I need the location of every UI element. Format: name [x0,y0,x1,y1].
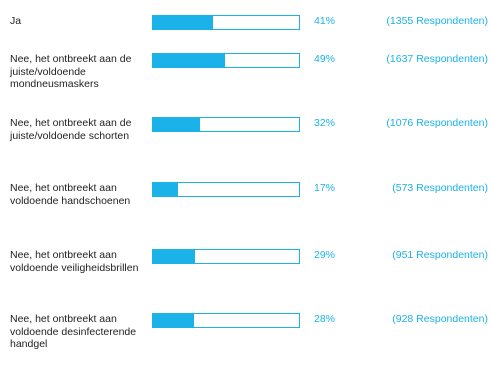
answer-label: Nee, het ontbreekt aan de juiste/voldoen… [10,53,132,90]
progress-bar [152,182,300,197]
progress-fill [153,250,196,263]
progress-fill [153,118,200,131]
progress-fill [153,16,213,29]
percent-value: 32% [314,117,336,129]
progress-bar [152,313,300,328]
progress-fill [153,314,194,327]
progress-bar [152,53,300,68]
respondent-count: (573 Respondenten) [392,182,488,194]
progress-bar [152,249,300,264]
respondent-count: (928 Respondenten) [392,313,488,325]
answer-label: Ja [10,15,22,27]
answer-label: Nee, het ontbreekt aan voldoende veiligh… [10,249,139,274]
progress-bar [152,117,300,132]
progress-fill [153,54,225,67]
answer-label: Nee, het ontbreekt aan voldoende desinfe… [10,313,137,350]
answer-label: Nee, het ontbreekt aan de juiste/voldoen… [10,117,132,142]
percent-value: 41% [314,15,336,27]
percent-value: 49% [314,53,336,65]
respondent-count: (1355 Respondenten) [386,15,488,27]
answer-label: Nee, het ontbreekt aan voldoende handsch… [10,182,131,207]
respondent-count: (1637 Respondenten) [386,53,488,65]
respondent-count: (951 Respondenten) [392,249,488,261]
progress-fill [153,183,178,196]
percent-value: 28% [314,313,336,325]
respondent-count: (1076 Respondenten) [386,117,488,129]
progress-bar [152,15,300,30]
percent-value: 29% [314,249,336,261]
percent-value: 17% [314,182,336,194]
